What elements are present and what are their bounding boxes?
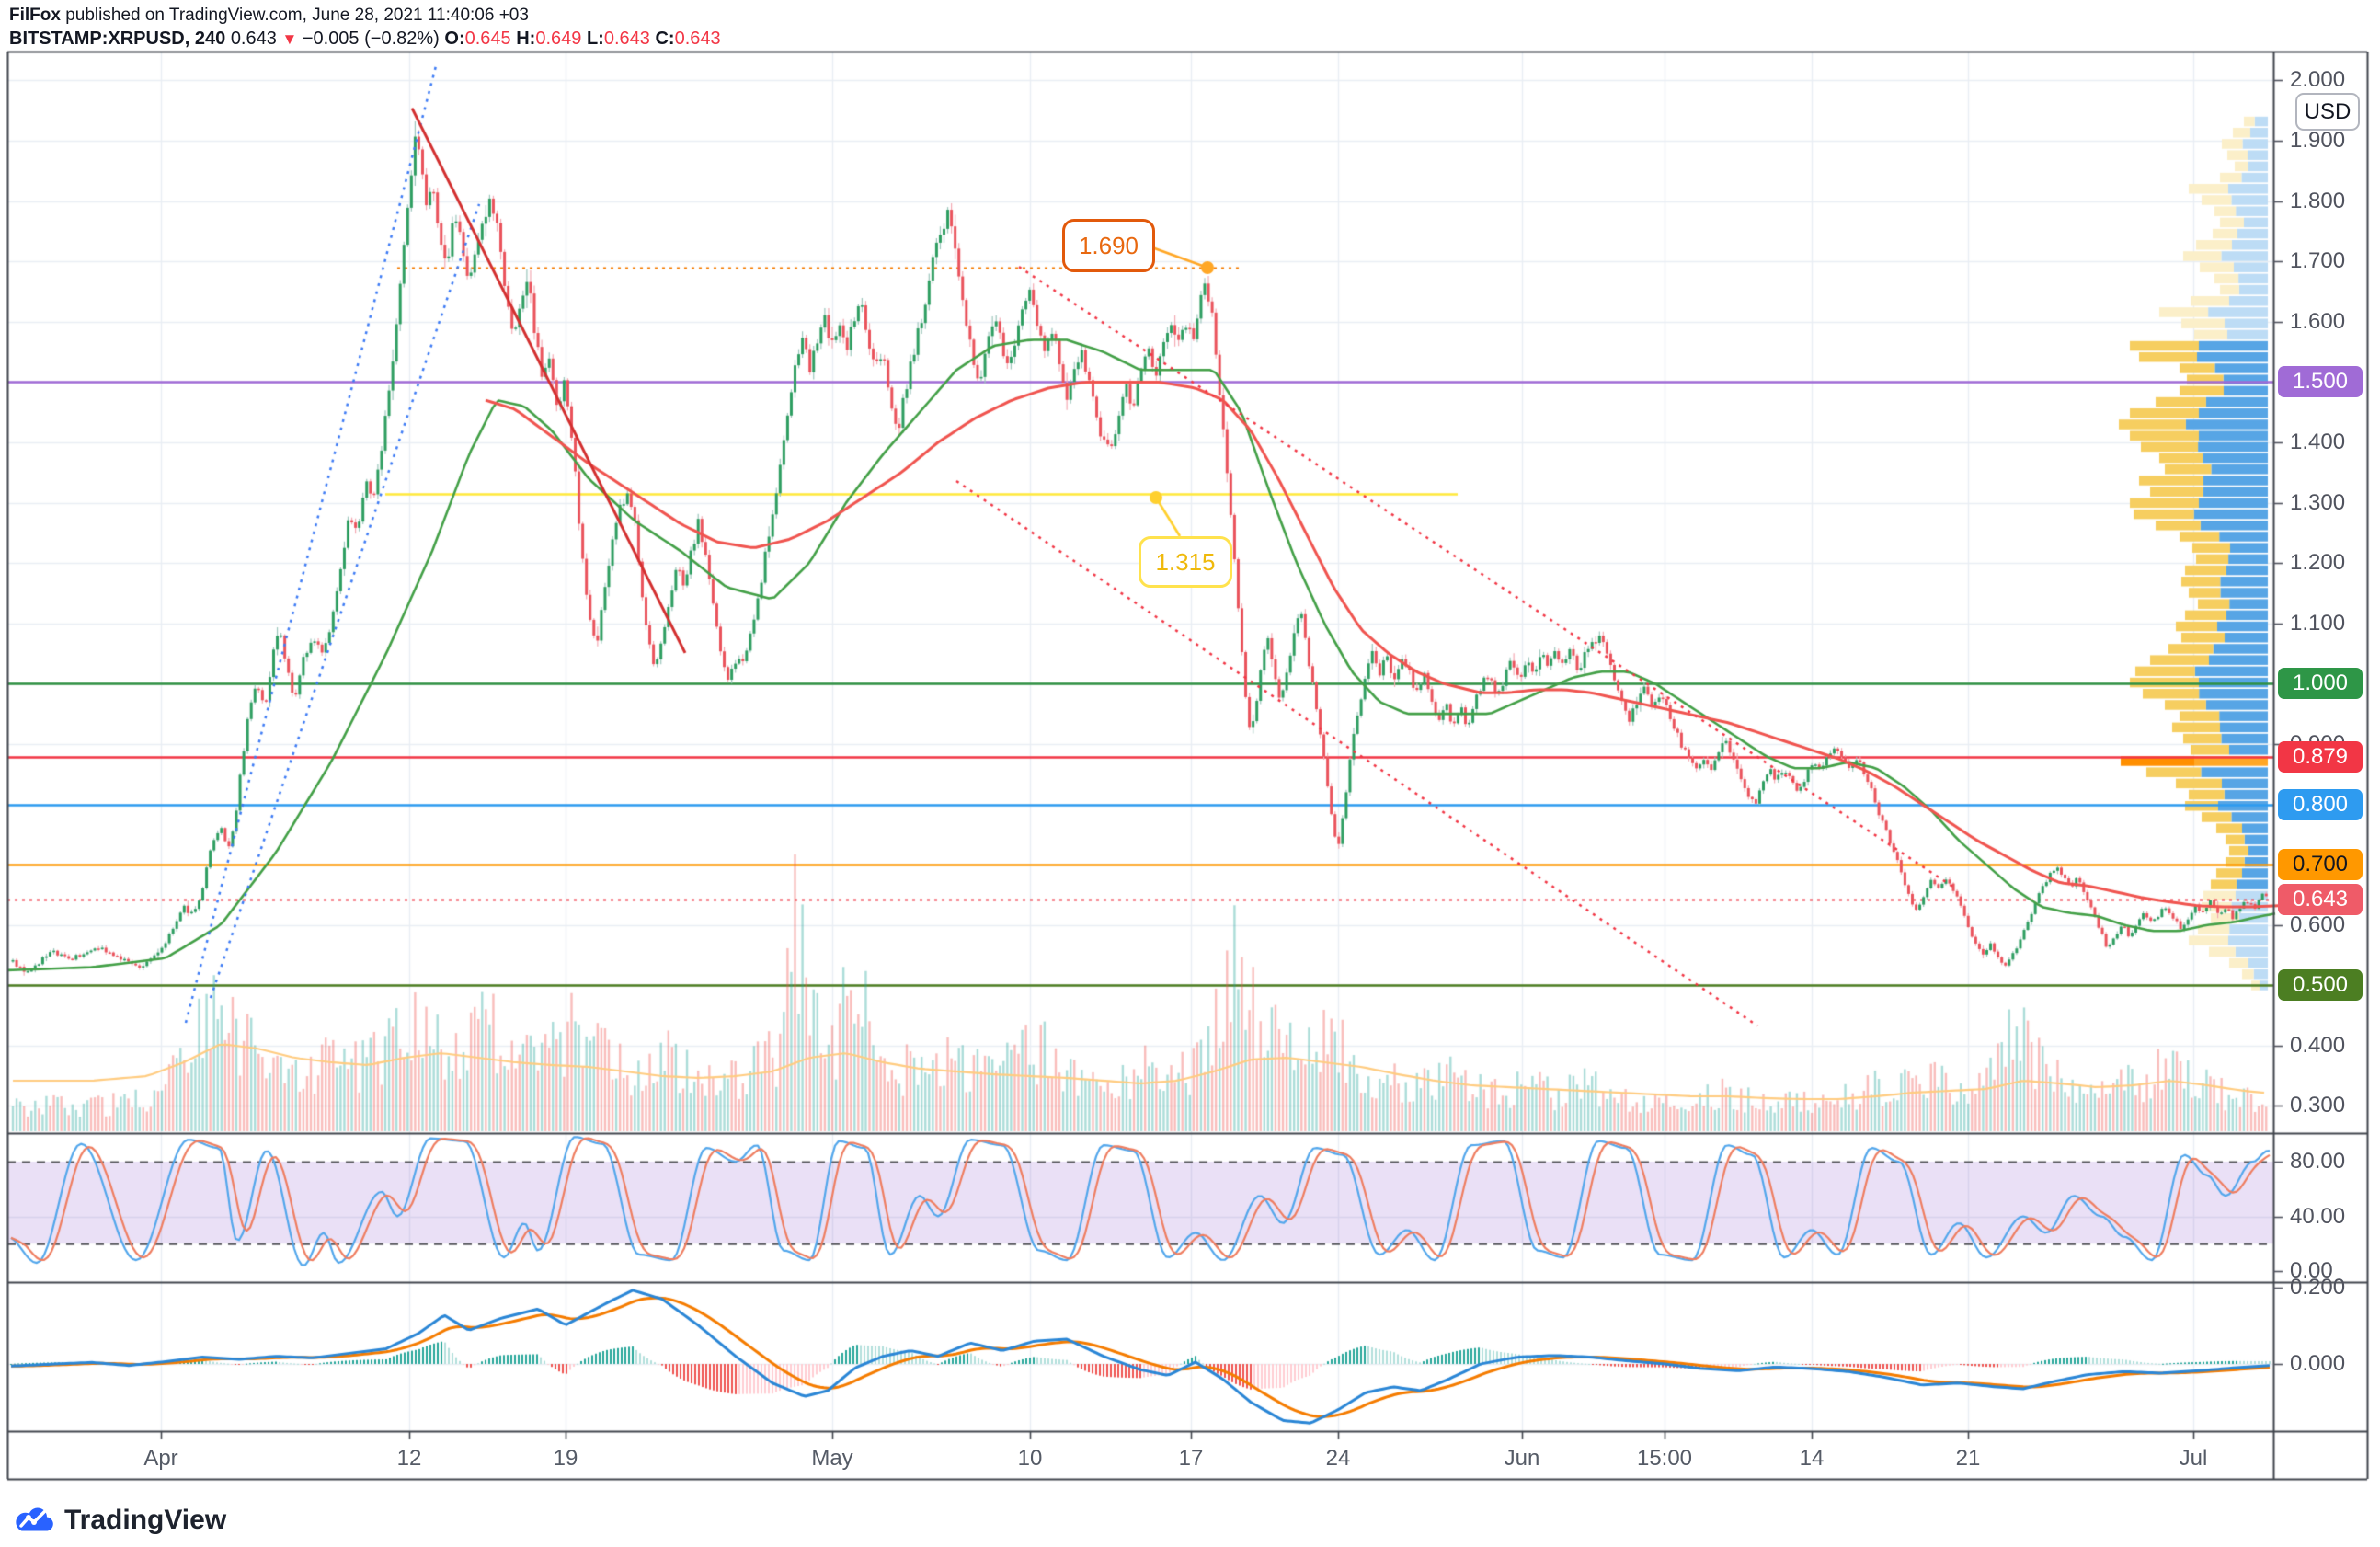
price-tick-1.900: 1.900 bbox=[2290, 128, 2346, 154]
time-label-May: May bbox=[811, 1446, 853, 1471]
open-value: 0.645 bbox=[464, 29, 511, 49]
publish-byline: FilFox published on TradingView.com, Jun… bbox=[9, 6, 529, 26]
price-tick-1.700: 1.700 bbox=[2290, 248, 2346, 274]
currency-unit-button[interactable]: USD bbox=[2295, 93, 2360, 131]
close-value: 0.643 bbox=[674, 29, 721, 49]
time-label-Jun: Jun bbox=[1504, 1446, 1540, 1471]
time-label-24: 24 bbox=[1325, 1446, 1351, 1471]
symbol-info-bar: BITSTAMP:XRPUSD, 240 0.643 ▼ −0.005 (−0.… bbox=[9, 29, 721, 50]
price-tick-1.300: 1.300 bbox=[2290, 489, 2346, 515]
brand-name: TradingView bbox=[64, 1505, 227, 1535]
symbol-name[interactable]: BITSTAMP:XRPUSD, bbox=[9, 29, 190, 49]
high-label: H: bbox=[516, 29, 536, 49]
time-label-17: 17 bbox=[1178, 1446, 1204, 1471]
price-tick-1.200: 1.200 bbox=[2290, 550, 2346, 576]
tradingview-brand[interactable]: TradingView bbox=[13, 1502, 226, 1539]
time-label-Jul: Jul bbox=[2179, 1446, 2208, 1471]
price-tick-0.300: 0.300 bbox=[2290, 1093, 2346, 1118]
price-tick-2.000: 2.000 bbox=[2290, 67, 2346, 93]
time-label-10: 10 bbox=[1017, 1446, 1043, 1471]
low-value: 0.643 bbox=[603, 29, 650, 49]
time-label-21: 21 bbox=[1955, 1446, 1981, 1471]
price-level-label-1.000: 1.000 bbox=[2278, 668, 2363, 700]
high-value: 0.649 bbox=[535, 29, 582, 49]
last-price: 0.643 bbox=[230, 29, 277, 49]
price-level-label-0.879: 0.879 bbox=[2278, 740, 2363, 773]
price-annotation-1690[interactable]: 1.690 bbox=[1062, 219, 1155, 272]
open-label: O: bbox=[444, 29, 465, 49]
price-annotation-1315[interactable]: 1.315 bbox=[1139, 536, 1232, 588]
author-name: FilFox bbox=[9, 6, 61, 25]
tradingview-cloud-logo-icon bbox=[16, 1507, 53, 1531]
price-level-label-0.800: 0.800 bbox=[2278, 788, 2363, 820]
price-tick-1.400: 1.400 bbox=[2290, 430, 2346, 454]
time-label-19: 19 bbox=[553, 1446, 578, 1471]
price-down-arrow-icon: ▼ bbox=[281, 30, 298, 48]
price-tick-1.100: 1.100 bbox=[2290, 610, 2346, 636]
price-level-label-0.500: 0.500 bbox=[2278, 969, 2363, 1002]
interval-value[interactable]: 240 bbox=[194, 29, 226, 49]
price-tick-0.600: 0.600 bbox=[2290, 911, 2346, 937]
price-tick-1.800: 1.800 bbox=[2290, 188, 2346, 213]
stoch-tick-80.00: 80.00 bbox=[2290, 1149, 2346, 1174]
time-label-12: 12 bbox=[396, 1446, 422, 1471]
price-level-label-1.500: 1.500 bbox=[2278, 366, 2363, 398]
macd-tick-0.000: 0.000 bbox=[2290, 1351, 2346, 1376]
price-level-label-0.643: 0.643 bbox=[2278, 883, 2363, 915]
stoch-tick-40.00: 40.00 bbox=[2290, 1203, 2346, 1229]
macd-tick-0.200: 0.200 bbox=[2290, 1275, 2346, 1300]
price-level-label-0.700: 0.700 bbox=[2278, 849, 2363, 881]
price-change: −0.005 (−0.82%) bbox=[302, 29, 440, 49]
time-label-14: 14 bbox=[1799, 1446, 1825, 1471]
price-tick-0.400: 0.400 bbox=[2290, 1032, 2346, 1058]
price-tick-1.600: 1.600 bbox=[2290, 308, 2346, 334]
byline-text: published on TradingView.com, June 28, 2… bbox=[60, 6, 529, 25]
time-label-Apr: Apr bbox=[143, 1446, 178, 1471]
close-label: C: bbox=[655, 29, 675, 49]
time-label-15:00: 15:00 bbox=[1636, 1446, 1693, 1471]
low-label: L: bbox=[586, 29, 604, 49]
stoch-tick-0.00: 0.00 bbox=[2290, 1258, 2333, 1283]
